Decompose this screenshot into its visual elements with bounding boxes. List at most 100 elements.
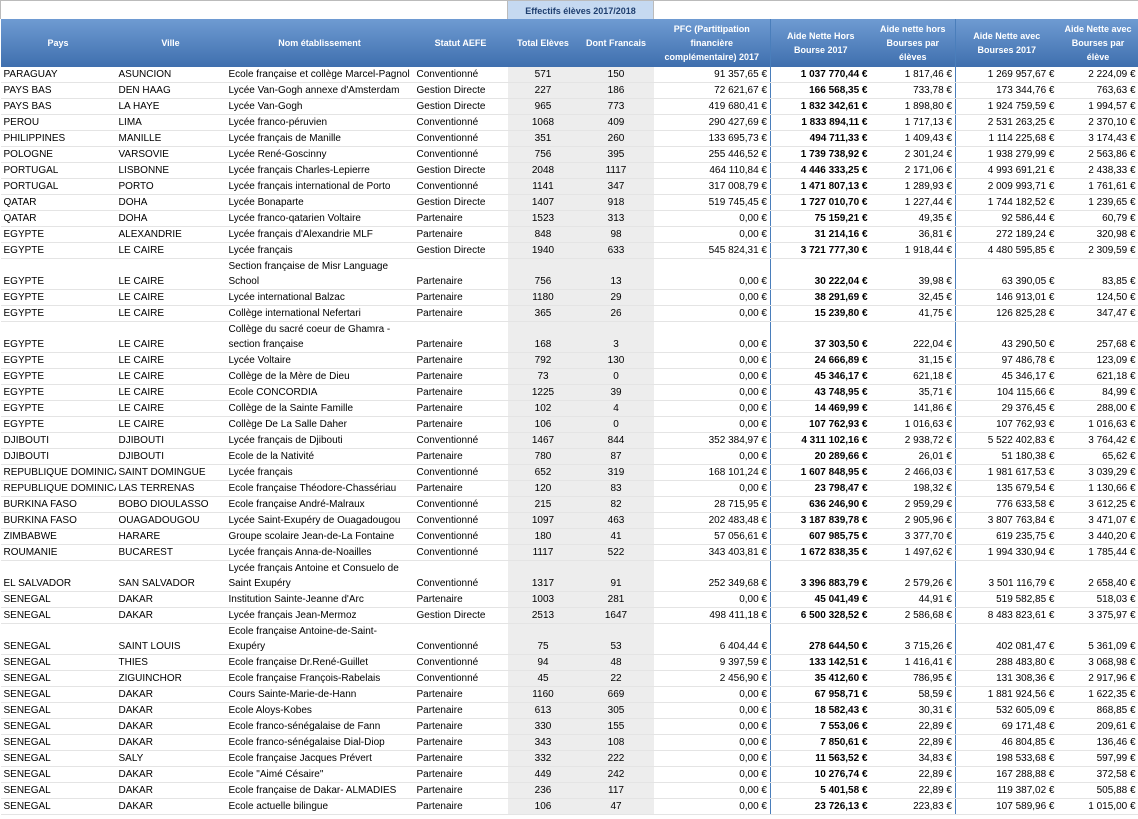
table-cell: 409 (579, 115, 654, 131)
table-row: SENEGALTHIESEcole française Dr.René-Guil… (1, 655, 1138, 671)
table-cell: Partenaire (414, 417, 508, 433)
table-row: SENEGALDAKARLycée français Jean-MermozGe… (1, 608, 1138, 624)
table-cell: SAINT DOMINGUE (116, 465, 226, 481)
table-cell: 222 (579, 751, 654, 767)
table-cell: DAKAR (116, 767, 226, 783)
empty-cell (1, 1, 508, 20)
table-cell: 6 500 328,52 € (771, 608, 871, 624)
table-cell: LE CAIRE (116, 401, 226, 417)
table-cell: 83 (579, 481, 654, 497)
table-cell: EGYPTE (1, 227, 116, 243)
table-row: ZIMBABWEHARAREGroupe scolaire Jean-de-La… (1, 529, 1138, 545)
table-cell: 773 (579, 99, 654, 115)
table-row: EGYPTELE CAIRECollège de la Mère de Dieu… (1, 369, 1138, 385)
table-cell: 2 938,72 € (871, 433, 956, 449)
column-header: Aide nette hors Bourses par élèves (871, 19, 956, 67)
table-cell: 67 958,71 € (771, 687, 871, 703)
table-cell: 3 764,42 € (1058, 433, 1138, 449)
table-cell: Lycée Bonaparte (226, 195, 414, 211)
table-cell: SENEGAL (1, 687, 116, 703)
table-cell: Collège de la Mère de Dieu (226, 369, 414, 385)
table-cell: LE CAIRE (116, 417, 226, 433)
table-cell: 257,68 € (1058, 322, 1138, 353)
table-cell: SALY (116, 751, 226, 767)
table-cell: 4 446 333,25 € (771, 163, 871, 179)
table-cell: 123,09 € (1058, 353, 1138, 369)
table-cell: 53 (579, 624, 654, 655)
table-cell: 1068 (508, 115, 579, 131)
table-cell: 1 918,44 € (871, 243, 956, 259)
table-cell: 2 456,90 € (654, 671, 771, 687)
table-cell: EGYPTE (1, 417, 116, 433)
table-cell: 6 404,44 € (654, 624, 771, 655)
table-cell: 22,89 € (871, 783, 956, 799)
table-cell: 1 717,13 € (871, 115, 956, 131)
table-cell: 24 666,89 € (771, 353, 871, 369)
table-cell: 636 246,90 € (771, 497, 871, 513)
table-cell: 8 483 823,61 € (956, 608, 1058, 624)
table-cell: Partenaire (414, 735, 508, 751)
table-cell: SAN SALVADOR (116, 561, 226, 592)
table-cell: 0 (579, 369, 654, 385)
table-cell: 57 056,61 € (654, 529, 771, 545)
table-row: PAYS BASLA HAYELycée Van-GoghGestion Dir… (1, 99, 1138, 115)
table-cell: DOHA (116, 195, 226, 211)
table-row: EGYPTELE CAIRECollège international Nefe… (1, 306, 1138, 322)
table-cell: 14 469,99 € (771, 401, 871, 417)
table-row: PARAGUAYASUNCIONEcole française et collè… (1, 67, 1138, 83)
table-cell: BURKINA FASO (1, 497, 116, 513)
table-cell: 44,91 € (871, 592, 956, 608)
table-cell: QATAR (1, 211, 116, 227)
table-cell: 124,50 € (1058, 290, 1138, 306)
table-cell: 290 427,69 € (654, 115, 771, 131)
table-cell: 167 288,88 € (956, 767, 1058, 783)
table-cell: 1 994,57 € (1058, 99, 1138, 115)
table-cell: 1467 (508, 433, 579, 449)
table-cell: 848 (508, 227, 579, 243)
table-cell: EGYPTE (1, 401, 116, 417)
table-cell: 343 (508, 735, 579, 751)
table-cell: 48 (579, 655, 654, 671)
table-cell: 119 387,02 € (956, 783, 1058, 799)
table-cell: 1 761,61 € (1058, 179, 1138, 195)
table-cell: 2 466,03 € (871, 465, 956, 481)
table-cell: 313 (579, 211, 654, 227)
table-row: EGYPTELE CAIREEcole CONCORDIAPartenaire1… (1, 385, 1138, 401)
table-cell: Lycée français d'Alexandrie MLF (226, 227, 414, 243)
table-cell: 0,00 € (654, 751, 771, 767)
table-cell: EGYPTE (1, 290, 116, 306)
table-cell: 0,00 € (654, 592, 771, 608)
table-cell: 23 726,13 € (771, 799, 871, 815)
table-cell: 792 (508, 353, 579, 369)
column-header: PFC (Partitipation financière complément… (654, 19, 771, 67)
table-cell: 669 (579, 687, 654, 703)
table-cell: LISBONNE (116, 163, 226, 179)
table-cell: Lycée franco-péruvien (226, 115, 414, 131)
table-cell: 0,00 € (654, 353, 771, 369)
table-cell: 108 (579, 735, 654, 751)
table-cell: LE CAIRE (116, 259, 226, 290)
table-cell: 136,46 € (1058, 735, 1138, 751)
table-cell: REPUBLIQUE DOMINICAINE (1, 465, 116, 481)
table-cell: Ecole française Jacques Prévert (226, 751, 414, 767)
table-row: REPUBLIQUE DOMINICAINELAS TERRENASEcole … (1, 481, 1138, 497)
table-cell: 652 (508, 465, 579, 481)
table-cell: 26 (579, 306, 654, 322)
table-cell: 347,47 € (1058, 306, 1138, 322)
table-cell: 72 621,67 € (654, 83, 771, 99)
table-cell: 3 721 777,30 € (771, 243, 871, 259)
table-row: POLOGNEVARSOVIELycée René-GoscinnyConven… (1, 147, 1138, 163)
table-cell: 319 (579, 465, 654, 481)
table-cell: Ecole franco-sénégalaise Dial-Diop (226, 735, 414, 751)
column-header: Statut AEFE (414, 19, 508, 67)
table-cell: 756 (508, 259, 579, 290)
table-row: EGYPTEALEXANDRIELycée français d'Alexand… (1, 227, 1138, 243)
table-cell: 15 239,80 € (771, 306, 871, 322)
table-cell: 117 (579, 783, 654, 799)
table-cell: 97 486,78 € (956, 353, 1058, 369)
column-header: Nom établissement (226, 19, 414, 67)
table-row: SENEGALDAKAREcole française de Dakar- AL… (1, 783, 1138, 799)
table-cell: 0,00 € (654, 322, 771, 353)
table-cell: 2 531 263,25 € (956, 115, 1058, 131)
